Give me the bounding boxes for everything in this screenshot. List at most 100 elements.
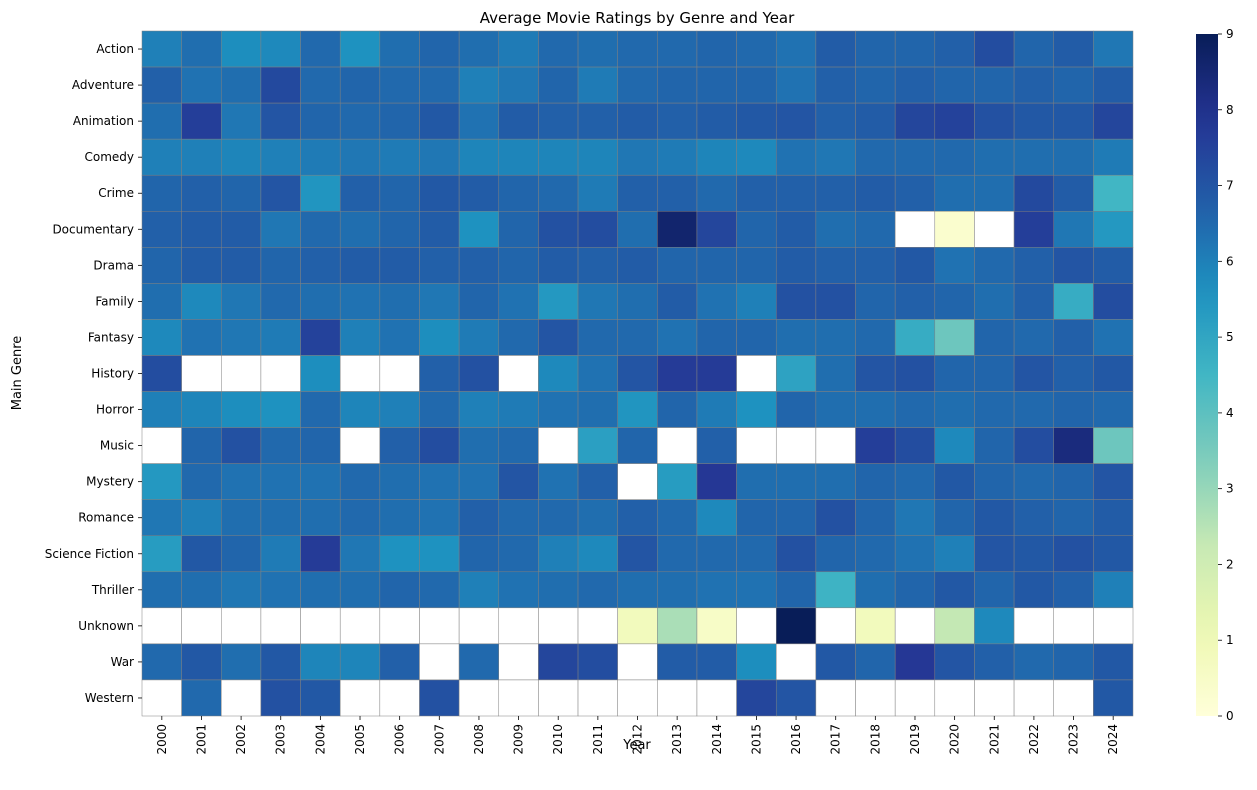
heatmap-cell [181, 319, 222, 356]
heatmap-cell [458, 102, 500, 140]
heatmap-cell [1013, 607, 1054, 645]
heatmap-cell [379, 174, 420, 212]
heatmap-cell [815, 427, 856, 464]
heatmap-cell [577, 174, 618, 212]
heatmap-cell [221, 463, 262, 500]
heatmap-cell [1013, 247, 1054, 284]
heatmap-cell [300, 643, 341, 681]
heatmap-cell [221, 427, 262, 464]
heatmap-cell [458, 463, 500, 500]
heatmap-cell [379, 571, 420, 609]
heatmap-cell [1013, 391, 1054, 428]
heatmap-cell [1053, 247, 1094, 284]
heatmap-cell [1013, 355, 1054, 392]
heatmap-cell [339, 138, 381, 176]
heatmap-cell [498, 355, 539, 392]
heatmap-cell [379, 463, 420, 500]
heatmap-cell [855, 463, 896, 500]
heatmap-cell [775, 463, 817, 500]
heatmap-cell [775, 138, 817, 176]
x-tick-label: 2010 [551, 724, 565, 755]
heatmap-cell [815, 391, 856, 428]
heatmap-cell [141, 138, 182, 176]
heatmap-cell [934, 679, 975, 717]
heatmap-cell [339, 427, 381, 464]
heatmap-cell [577, 535, 618, 573]
heatmap-cell [221, 643, 262, 681]
heatmap-cell [657, 463, 698, 500]
heatmap-cell [260, 535, 301, 573]
x-tick-label: 2020 [948, 724, 962, 755]
heatmap-cell [617, 319, 658, 356]
heatmap-cell [934, 499, 975, 536]
heatmap-cell [458, 247, 500, 284]
heatmap-cell [379, 607, 420, 645]
heatmap-cell [696, 138, 737, 176]
heatmap-cell [855, 571, 896, 609]
heatmap-cell [736, 247, 777, 284]
heatmap-cell [379, 211, 420, 248]
heatmap-cell [260, 174, 301, 212]
heatmap-cell [934, 571, 975, 609]
heatmap-cell [815, 463, 856, 500]
heatmap-cell [577, 66, 618, 104]
heatmap-cell [894, 571, 936, 609]
y-tick-label: Comedy [84, 150, 134, 164]
heatmap-cell [498, 499, 539, 536]
heatmap-cell [300, 211, 341, 248]
heatmap-cell [657, 499, 698, 536]
heatmap-cell [181, 463, 222, 500]
heatmap-cell [775, 535, 817, 573]
heatmap-cell [458, 679, 500, 717]
heatmap-cell [221, 391, 262, 428]
heatmap-cell [221, 535, 262, 573]
heatmap-cell [1053, 138, 1094, 176]
heatmap-cell [1053, 571, 1094, 609]
heatmap-cell [498, 535, 539, 573]
heatmap-cell [696, 30, 737, 68]
heatmap-cell [141, 174, 182, 212]
heatmap-cell [894, 66, 936, 104]
heatmap-cell [736, 174, 777, 212]
heatmap-cell [141, 319, 182, 356]
heatmap-cell [934, 463, 975, 500]
heatmap-cell [894, 427, 936, 464]
heatmap-cell [815, 679, 856, 717]
heatmap-cell [300, 355, 341, 392]
y-tick-label: Thriller [91, 583, 134, 597]
heatmap-cell [855, 247, 896, 284]
heatmap-cell [300, 607, 341, 645]
heatmap-cell [498, 30, 539, 68]
heatmap-cell [696, 463, 737, 500]
heatmap-cell [657, 174, 698, 212]
heatmap-cell [736, 463, 777, 500]
heatmap-cell [696, 607, 737, 645]
heatmap-cell [617, 463, 658, 500]
heatmap-cell [419, 607, 460, 645]
heatmap-cell [339, 679, 381, 717]
heatmap-cell [1053, 535, 1094, 573]
heatmap-cell [577, 319, 618, 356]
x-tick-label: 2002 [234, 724, 248, 755]
heatmap-cell [538, 247, 579, 284]
heatmap-cell [1053, 319, 1094, 356]
heatmap-cell [1093, 66, 1134, 104]
heatmap-cell [815, 66, 856, 104]
heatmap-cell [815, 499, 856, 536]
heatmap-cell [775, 247, 817, 284]
heatmap-cell [974, 283, 1015, 320]
heatmap-cell [815, 30, 856, 68]
heatmap-cell [894, 102, 936, 140]
heatmap-cell [538, 571, 579, 609]
heatmap-cell [419, 211, 460, 248]
heatmap-cell [974, 607, 1015, 645]
heatmap-cell [458, 211, 500, 248]
colorbar-tick-label: 0 [1226, 709, 1234, 723]
heatmap-cell [339, 174, 381, 212]
colorbar-tick-label: 1 [1226, 633, 1234, 647]
heatmap-cell [260, 355, 301, 392]
y-tick-label: Family [95, 294, 134, 308]
y-tick-label: Fantasy [88, 330, 134, 344]
heatmap-cell [141, 571, 182, 609]
